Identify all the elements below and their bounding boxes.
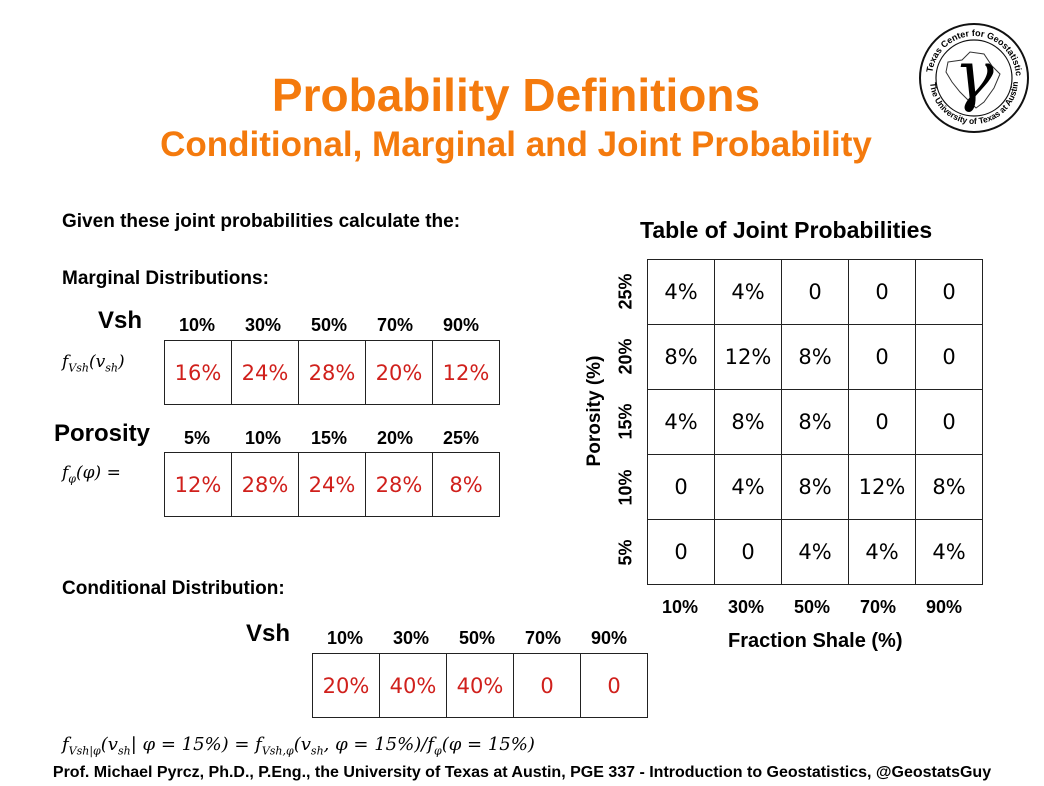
vsh-label: Vsh: [98, 307, 143, 334]
joint-cell: 4%: [714, 259, 782, 325]
vsh-marginal-cell: 12%: [432, 340, 500, 405]
joint-cell: 12%: [714, 324, 782, 390]
conditional-vsh-label: Vsh: [246, 620, 291, 647]
conditional-header: 90%: [590, 628, 628, 648]
conditional-header: 30%: [392, 628, 430, 648]
joint-cell: 8%: [781, 389, 849, 455]
vsh-marginal-cell: 24%: [231, 340, 299, 405]
joint-col-label: 10%: [661, 597, 699, 617]
joint-table-ylabel: Porosity (%): [584, 355, 605, 467]
joint-row-label: 20%: [615, 338, 636, 375]
joint-cell: 8%: [915, 454, 983, 520]
joint-cell: 0: [915, 389, 983, 455]
joint-cell: 8%: [781, 454, 849, 520]
conditional-cell: 0: [513, 653, 581, 718]
joint-col-label: 70%: [859, 597, 897, 617]
vsh-marginal-table: 16% 24% 28% 20% 12%: [164, 340, 500, 405]
conditional-header: 50%: [458, 628, 496, 648]
joint-row-label: 15%: [615, 403, 636, 440]
vsh-header: 90%: [442, 315, 480, 335]
vsh-marginal-cell: 28%: [298, 340, 366, 405]
vsh-marginal-formula: fVsh(vsh): [62, 352, 125, 375]
joint-table-xlabel: Fraction Shale (%): [728, 630, 903, 652]
porosity-marginal-cell: 24%: [298, 452, 366, 517]
vsh-header: 50%: [310, 315, 348, 335]
vsh-marginal-cell: 16%: [164, 340, 232, 405]
joint-row-label: 10%: [615, 469, 636, 506]
porosity-header: 20%: [376, 428, 414, 448]
joint-cell: 4%: [647, 389, 715, 455]
conditional-cell: 40%: [446, 653, 514, 718]
joint-cell: 4%: [915, 519, 983, 585]
joint-cell: 0: [781, 259, 849, 325]
page-title: Probability Definitions: [271, 69, 761, 121]
vsh-header: 10%: [178, 315, 216, 335]
joint-cell: 0: [848, 324, 916, 390]
joint-cell: 0: [647, 454, 715, 520]
joint-row-label: 5%: [615, 539, 636, 566]
joint-cell: 8%: [781, 324, 849, 390]
conditional-formula: fVsh|φ(vsh| φ = 15%) = fVsh,φ(vsh, φ = 1…: [62, 734, 535, 758]
joint-table-row: 0 4% 8% 12% 8%: [647, 454, 983, 520]
vsh-marginal-cell: 20%: [365, 340, 433, 405]
joint-table-row: 4% 4% 0 0 0: [647, 259, 983, 325]
joint-cell: 8%: [714, 389, 782, 455]
conditional-heading: Conditional Distribution:: [62, 578, 285, 599]
porosity-marginal-cell: 28%: [365, 452, 433, 517]
conditional-header: 10%: [326, 628, 364, 648]
joint-cell: 4%: [848, 519, 916, 585]
joint-cell: 4%: [714, 454, 782, 520]
logo-symbol: γ: [954, 37, 994, 114]
joint-table-title: Table of Joint Probabilities: [640, 217, 933, 243]
porosity-header: 5%: [183, 428, 210, 448]
page-subtitle: Conditional, Marginal and Joint Probabil…: [160, 125, 872, 164]
conditional-table: 20% 40% 40% 0 0: [312, 653, 648, 718]
porosity-marginal-cell: 8%: [432, 452, 500, 517]
joint-cell: 0: [647, 519, 715, 585]
joint-cell: 8%: [647, 324, 715, 390]
joint-col-label: 90%: [925, 597, 963, 617]
footer-credit: Prof. Michael Pyrcz, Ph.D., P.Eng., the …: [52, 764, 992, 781]
porosity-header: 15%: [310, 428, 348, 448]
logo-seal: Texas Center for Geostatistics The Unive…: [915, 14, 1029, 133]
porosity-marginal-cell: 28%: [231, 452, 299, 517]
porosity-label: Porosity: [54, 420, 151, 447]
porosity-marginal-table: 12% 28% 24% 28% 8%: [164, 452, 500, 517]
marginal-heading: Marginal Distributions:: [62, 268, 269, 289]
joint-table-row: 4% 8% 8% 0 0: [647, 389, 983, 455]
joint-cell: 0: [714, 519, 782, 585]
joint-cell: 4%: [781, 519, 849, 585]
joint-probability-table: 4% 4% 0 0 0 8% 12% 8% 0 0 4% 8% 8% 0 0 0…: [647, 259, 983, 585]
joint-cell: 0: [915, 259, 983, 325]
joint-row-label: 25%: [615, 273, 636, 310]
porosity-marginal-cell: 12%: [164, 452, 232, 517]
joint-table-row: 0 0 4% 4% 4%: [647, 519, 983, 585]
porosity-header: 10%: [244, 428, 282, 448]
joint-col-label: 50%: [793, 597, 831, 617]
joint-cell: 0: [848, 389, 916, 455]
joint-cell: 0: [915, 324, 983, 390]
joint-col-label: 30%: [727, 597, 765, 617]
prompt-text: Given these joint probabilities calculat…: [62, 211, 461, 232]
logo: Texas Center for Geostatistics The Unive…: [915, 14, 1030, 134]
porosity-header: 25%: [442, 428, 480, 448]
joint-cell: 0: [848, 259, 916, 325]
joint-cell: 12%: [848, 454, 916, 520]
porosity-marginal-formula: fφ(φ) =: [62, 463, 121, 486]
conditional-cell: 0: [580, 653, 648, 718]
joint-table-row: 8% 12% 8% 0 0: [647, 324, 983, 390]
conditional-cell: 20%: [312, 653, 380, 718]
conditional-cell: 40%: [379, 653, 447, 718]
joint-cell: 4%: [647, 259, 715, 325]
vsh-header: 30%: [244, 315, 282, 335]
vsh-header: 70%: [376, 315, 414, 335]
conditional-header: 70%: [524, 628, 562, 648]
